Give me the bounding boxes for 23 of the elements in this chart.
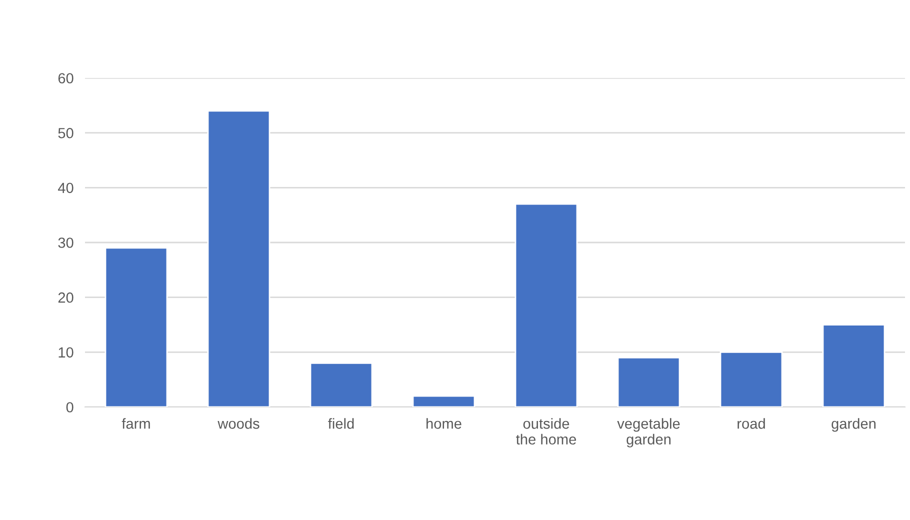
x-tick-label: woods (218, 418, 260, 429)
bar (104, 247, 168, 407)
bar (720, 351, 783, 407)
y-tick-label: 50 (58, 128, 74, 138)
bar (822, 324, 886, 407)
x-tick-label: road (738, 418, 765, 429)
x-tick-label: farm (122, 418, 150, 429)
y-tick-label: 0 (66, 402, 74, 412)
x-tick-label: outside the home (516, 418, 576, 445)
y-tick-label: 60 (58, 73, 74, 84)
bar (310, 362, 373, 407)
x-tick-label: home (426, 418, 462, 429)
x-tick-label: field (328, 418, 354, 429)
bar (412, 395, 476, 407)
y-tick-label: 30 (58, 238, 74, 248)
bar (207, 110, 270, 407)
x-tick-label: vegetable garden (617, 418, 680, 448)
y-tick-label: 20 (58, 292, 74, 303)
y-tick-label: 10 (58, 347, 74, 358)
bar (514, 203, 578, 407)
bar (617, 356, 680, 407)
x-tick-label: garden (832, 418, 876, 432)
y-tick-label: 40 (58, 182, 74, 194)
